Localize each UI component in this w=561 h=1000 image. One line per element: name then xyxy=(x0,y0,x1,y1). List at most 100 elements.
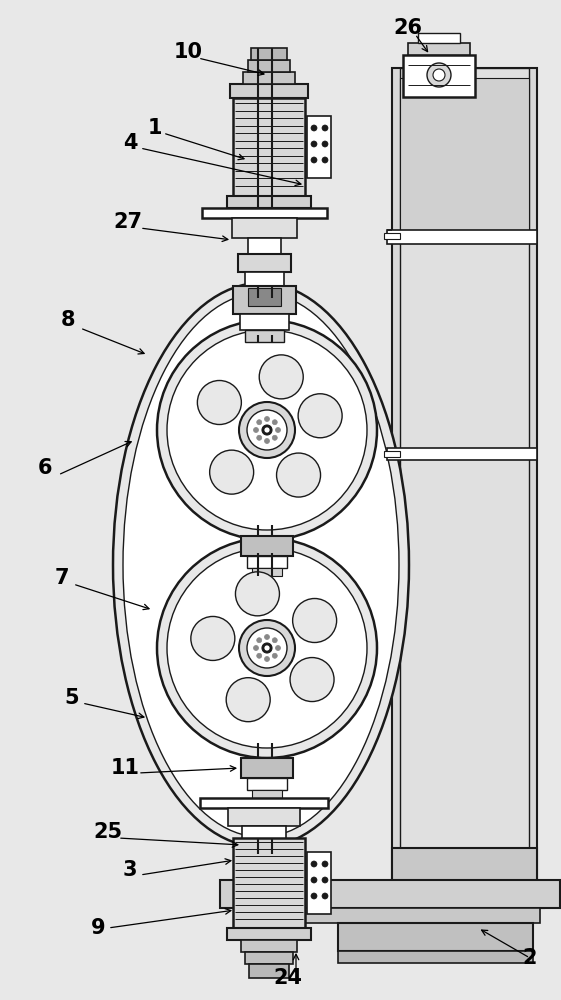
Bar xyxy=(248,238,281,254)
Circle shape xyxy=(322,157,328,163)
Bar xyxy=(307,852,331,914)
Circle shape xyxy=(264,645,270,651)
Text: 24: 24 xyxy=(274,968,302,988)
Circle shape xyxy=(257,653,262,658)
Circle shape xyxy=(322,141,328,147)
Text: 27: 27 xyxy=(113,212,142,232)
Circle shape xyxy=(254,428,259,432)
Bar xyxy=(384,888,544,908)
Circle shape xyxy=(264,416,269,422)
Circle shape xyxy=(427,63,451,87)
Text: 25: 25 xyxy=(94,822,122,842)
Circle shape xyxy=(264,427,270,433)
Bar xyxy=(252,790,282,798)
Circle shape xyxy=(167,548,367,748)
Bar xyxy=(384,233,400,239)
Circle shape xyxy=(226,678,270,722)
Text: 8: 8 xyxy=(61,310,75,330)
Bar xyxy=(238,254,291,272)
Text: 6: 6 xyxy=(38,458,52,478)
Bar xyxy=(242,826,286,840)
Bar xyxy=(392,848,537,908)
Circle shape xyxy=(264,656,269,662)
Bar xyxy=(338,951,533,963)
Text: 3: 3 xyxy=(123,860,137,880)
Circle shape xyxy=(311,157,317,163)
Bar xyxy=(307,116,331,178)
Circle shape xyxy=(322,861,328,867)
Bar xyxy=(418,33,460,43)
Bar xyxy=(245,330,284,342)
Text: 10: 10 xyxy=(173,42,203,62)
Bar xyxy=(228,808,300,826)
Text: 7: 7 xyxy=(55,568,69,588)
Circle shape xyxy=(167,330,367,530)
Bar xyxy=(243,72,295,84)
Bar xyxy=(400,68,529,848)
Bar xyxy=(241,940,297,952)
Circle shape xyxy=(298,394,342,438)
Circle shape xyxy=(247,628,287,668)
Bar xyxy=(248,840,280,854)
Text: 4: 4 xyxy=(123,133,137,153)
Bar xyxy=(387,230,537,244)
Bar xyxy=(387,448,537,460)
Text: 9: 9 xyxy=(91,918,105,938)
Circle shape xyxy=(322,877,328,883)
Circle shape xyxy=(275,428,280,432)
Circle shape xyxy=(259,355,304,399)
Circle shape xyxy=(264,438,269,444)
Bar xyxy=(233,838,305,928)
Bar xyxy=(232,218,297,238)
Text: 5: 5 xyxy=(65,688,79,708)
Bar xyxy=(251,48,287,60)
Circle shape xyxy=(272,638,277,643)
Circle shape xyxy=(277,453,320,497)
Bar xyxy=(247,556,287,568)
Bar xyxy=(245,952,293,964)
Circle shape xyxy=(257,420,262,425)
Bar xyxy=(400,78,529,238)
Bar xyxy=(240,314,289,330)
Circle shape xyxy=(197,380,241,424)
Bar xyxy=(252,568,282,576)
Circle shape xyxy=(254,646,259,650)
Circle shape xyxy=(272,420,277,425)
Bar xyxy=(338,923,533,951)
Circle shape xyxy=(322,893,328,899)
Bar xyxy=(408,43,470,55)
Circle shape xyxy=(322,125,328,131)
Circle shape xyxy=(257,638,262,643)
Bar xyxy=(227,196,311,208)
Circle shape xyxy=(272,653,277,658)
Bar xyxy=(248,60,290,72)
Bar xyxy=(241,758,293,778)
Circle shape xyxy=(262,643,272,653)
Circle shape xyxy=(239,620,295,676)
Circle shape xyxy=(311,125,317,131)
Circle shape xyxy=(311,861,317,867)
Text: 26: 26 xyxy=(393,18,422,38)
Bar xyxy=(227,928,311,940)
Circle shape xyxy=(239,402,295,458)
Circle shape xyxy=(157,320,377,540)
Bar xyxy=(249,964,289,978)
Circle shape xyxy=(191,616,235,660)
Bar xyxy=(230,84,308,98)
Circle shape xyxy=(311,877,317,883)
Bar xyxy=(233,286,296,314)
Ellipse shape xyxy=(123,293,399,837)
Bar xyxy=(245,272,284,286)
Bar xyxy=(248,288,281,306)
Circle shape xyxy=(311,893,317,899)
Circle shape xyxy=(157,538,377,758)
Circle shape xyxy=(236,572,279,616)
Text: 1: 1 xyxy=(148,118,162,138)
Circle shape xyxy=(293,598,337,643)
Bar xyxy=(247,778,287,790)
Bar xyxy=(392,68,537,908)
Circle shape xyxy=(262,425,272,435)
Circle shape xyxy=(272,435,277,440)
Bar xyxy=(241,536,293,556)
Circle shape xyxy=(311,141,317,147)
